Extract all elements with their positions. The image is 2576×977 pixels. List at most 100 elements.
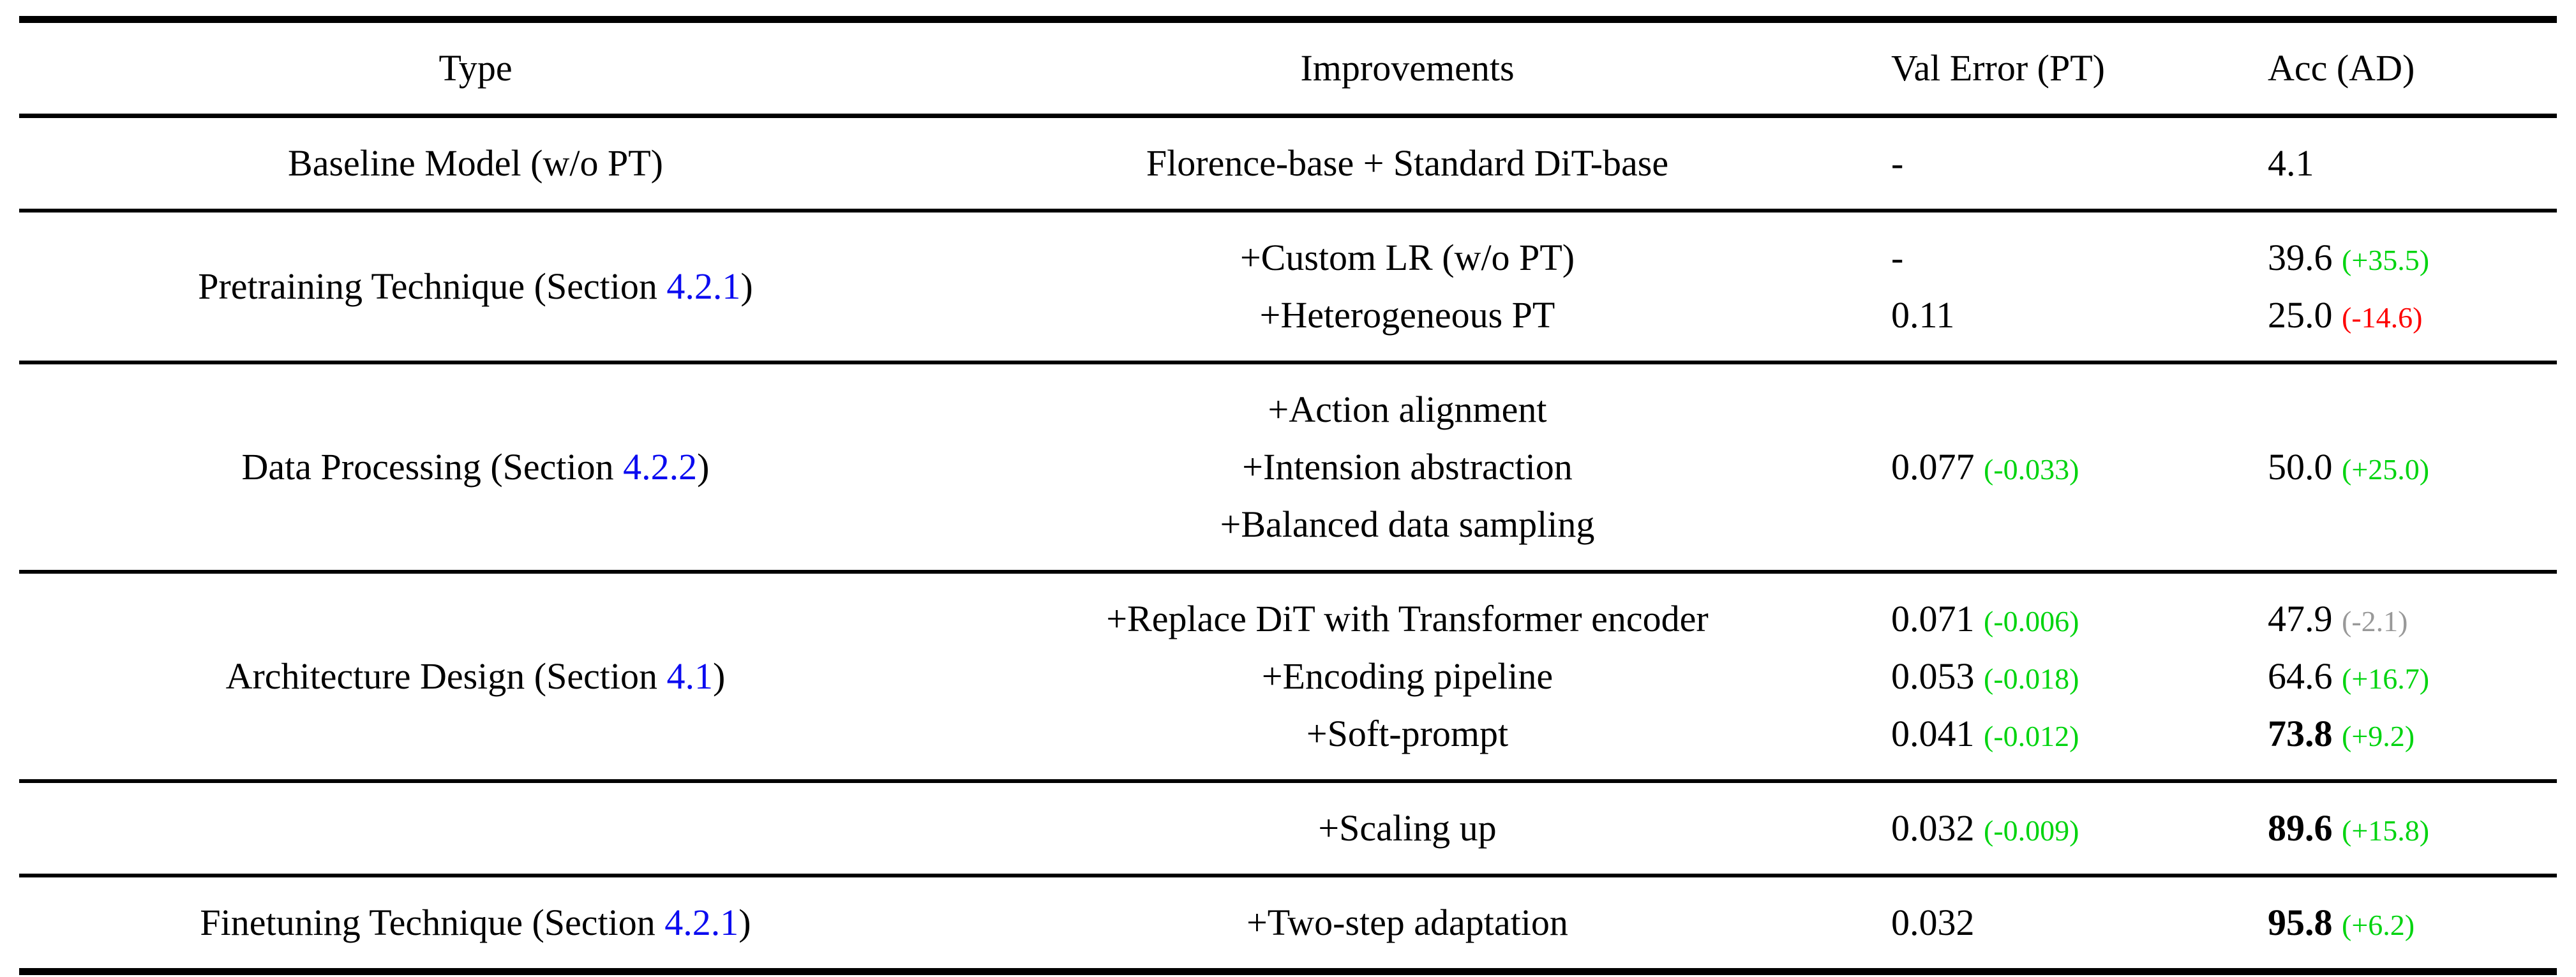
improvement-line: +Action alignment: [1268, 389, 1547, 430]
metric-delta: (-2.1): [2342, 605, 2408, 638]
value-line: 0.032: [1891, 894, 1975, 951]
val-error-cell: 0.032 (-0.009): [1883, 783, 2259, 874]
type-text: Architecture Design (Section 4.1): [225, 655, 726, 697]
value-line: 0.071 (-0.006): [1891, 590, 2079, 648]
type-text: Baseline Model (w/o PT): [288, 142, 663, 184]
table-row: Architecture Design (Section 4.1) +Replac…: [19, 574, 2557, 783]
section-reference-link[interactable]: 4.1: [666, 655, 714, 697]
value-line: 0.053 (-0.018): [1891, 648, 2079, 705]
val-error-cell: 0.071 (-0.006) 0.053 (-0.018) 0.041 (-0.01…: [1883, 574, 2259, 779]
improvement-line: +Heterogeneous PT: [1259, 294, 1555, 336]
section-reference-link[interactable]: 4.2.2: [623, 446, 698, 488]
acc-cell: 89.6 (+15.8): [2259, 783, 2557, 874]
section-reference-link[interactable]: 4.2.1: [666, 265, 741, 307]
value-line: 0.041 (-0.012): [1891, 705, 2079, 763]
table-row: Baseline Model (w/o PT) Florence-base + S…: [19, 118, 2557, 213]
value-line: 39.6 (+35.5): [2268, 229, 2429, 287]
value-line: -: [1891, 135, 1903, 192]
val-error-cell: - 0.11: [1883, 213, 2259, 361]
improvement-line: +Replace DiT with Transformer encoder: [1106, 598, 1709, 639]
value-line: 25.0 (-14.6): [2268, 287, 2422, 344]
type-text: Data Processing (Section 4.2.2): [241, 446, 710, 488]
metric-value: 0.077: [1891, 446, 1975, 488]
metric-value: 39.6: [2268, 237, 2333, 278]
improvements-cell: +Two-step adaptation: [932, 877, 1883, 968]
ablation-table: Type Improvements Val Error (PT) Acc (AD…: [19, 16, 2557, 975]
acc-cell: 50.0 (+25.0): [2259, 422, 2557, 512]
improvement-line: +Balanced data sampling: [1220, 503, 1595, 545]
improvement-line: +Two-step adaptation: [1247, 902, 1568, 943]
column-header-val-error: Val Error (PT): [1891, 47, 2106, 89]
metric-delta: (+25.0): [2342, 453, 2430, 486]
value-line: -: [1891, 229, 1903, 287]
metric-delta: (+35.5): [2342, 244, 2430, 276]
metric-value: 0.041: [1891, 713, 1975, 754]
improvements-cell: +Custom LR (w/o PT) +Heterogeneous PT: [932, 213, 1883, 361]
metric-value: 64.6: [2268, 655, 2333, 697]
value-line: 0.032 (-0.009): [1891, 800, 2079, 857]
improvement-line: +Soft-prompt: [1306, 713, 1509, 754]
metric-value: 4.1: [2268, 142, 2314, 184]
metric-value: 0.11: [1891, 294, 1955, 336]
metric-value: 0.032: [1891, 807, 1975, 849]
metric-delta: (-14.6): [2342, 301, 2423, 334]
improvements-cell: +Action alignment +Intension abstraction +…: [932, 364, 1883, 570]
acc-cell: 47.9 (-2.1) 64.6 (+16.7) 73.8 (+9.2): [2259, 574, 2557, 779]
header-cell-val-error: Val Error (PT): [1883, 23, 2259, 114]
value-line: 47.9 (-2.1): [2268, 590, 2408, 648]
val-error-cell: 0.077 (-0.033): [1883, 422, 2259, 512]
metric-value: 25.0: [2268, 294, 2333, 336]
metric-delta: (-0.009): [1984, 814, 2079, 847]
header-cell-improvements: Improvements: [932, 23, 1883, 114]
val-error-cell: -: [1883, 118, 2259, 209]
type-cell: Data Processing (Section 4.2.2): [19, 422, 932, 512]
improvements-cell: Florence-base + Standard DiT-base: [932, 118, 1883, 209]
improvements-cell: +Scaling up: [932, 783, 1883, 874]
type-cell: Finetuning Technique (Section 4.2.1): [19, 877, 932, 968]
value-line: 73.8 (+9.2): [2268, 705, 2415, 763]
metric-delta: (-0.012): [1984, 720, 2079, 752]
type-cell: Baseline Model (w/o PT): [19, 118, 932, 209]
table-row: Finetuning Technique (Section 4.2.1) +Two…: [19, 877, 2557, 968]
improvement-line: +Scaling up: [1318, 807, 1497, 849]
metric-delta: (+16.7): [2342, 662, 2430, 695]
improvement-line: +Custom LR (w/o PT): [1239, 237, 1575, 278]
acc-cell: 4.1: [2259, 118, 2557, 209]
value-line: 0.077 (-0.033): [1891, 438, 2079, 496]
value-line: 64.6 (+16.7): [2268, 648, 2429, 705]
header-cell-type: Type: [19, 23, 932, 114]
column-header-acc: Acc (AD): [2268, 47, 2415, 89]
val-error-cell: 0.032: [1883, 877, 2259, 968]
value-line: 0.11: [1891, 287, 1954, 344]
metric-value: 0.032: [1891, 902, 1975, 943]
column-header-improvements: Improvements: [1300, 47, 1515, 89]
metric-value: -: [1891, 237, 1904, 278]
table-row: Data Processing (Section 4.2.2) +Action a…: [19, 364, 2557, 574]
type-cell: Architecture Design (Section 4.1): [19, 631, 932, 722]
table-body: Baseline Model (w/o PT) Florence-base + S…: [19, 118, 2557, 968]
metric-value: -: [1891, 142, 1904, 184]
type-text: Finetuning Technique (Section 4.2.1): [200, 902, 751, 943]
metric-delta: (+9.2): [2342, 720, 2415, 752]
metric-delta: (-0.033): [1984, 453, 2079, 486]
improvement-line: Florence-base + Standard DiT-base: [1146, 142, 1669, 184]
table-row: +Scaling up 0.032 (-0.009) 89.6 (+15.8): [19, 783, 2557, 877]
table-row: Pretraining Technique (Section 4.2.1) +Cu…: [19, 213, 2557, 364]
header-cell-acc: Acc (AD): [2259, 23, 2557, 114]
metric-value: 73.8: [2268, 713, 2333, 754]
improvements-cell: +Replace DiT with Transformer encoder +En…: [932, 574, 1883, 779]
metric-delta: (+15.8): [2342, 814, 2430, 847]
improvement-line: +Intension abstraction: [1242, 446, 1573, 488]
metric-value: 89.6: [2268, 807, 2333, 849]
acc-cell: 95.8 (+6.2): [2259, 877, 2557, 968]
section-reference-link[interactable]: 4.2.1: [664, 902, 739, 943]
type-cell: [19, 783, 932, 874]
acc-cell: 39.6 (+35.5) 25.0 (-14.6): [2259, 213, 2557, 361]
improvement-line: +Encoding pipeline: [1261, 655, 1554, 697]
value-line: 89.6 (+15.8): [2268, 800, 2429, 857]
value-line: 95.8 (+6.2): [2268, 894, 2415, 951]
metric-delta: (-0.018): [1984, 662, 2079, 695]
metric-value: 0.071: [1891, 598, 1975, 639]
metric-delta: (-0.006): [1984, 605, 2079, 638]
value-line: 50.0 (+25.0): [2268, 438, 2429, 496]
